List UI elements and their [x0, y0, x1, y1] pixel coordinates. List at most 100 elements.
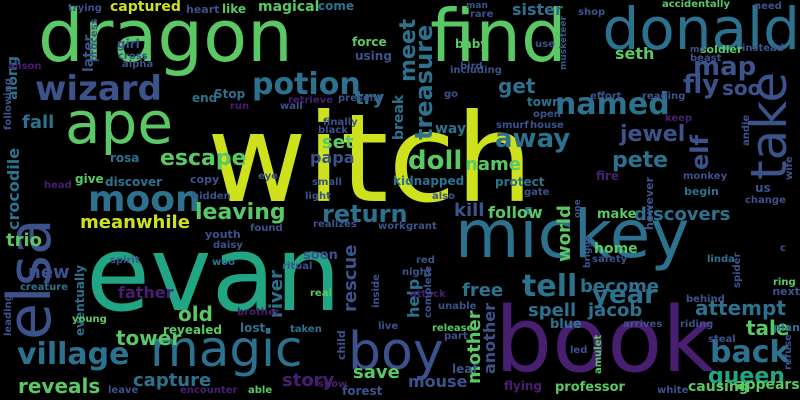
word-captured: captured	[110, 0, 181, 15]
word-work: work	[378, 221, 406, 232]
word-bird: bird	[460, 61, 483, 72]
word-follow: follow	[488, 203, 543, 222]
word-wizard: wizard	[35, 69, 162, 109]
word-eventually: eventually	[73, 264, 87, 336]
word-old: old	[178, 302, 213, 326]
word-doll: doll	[408, 146, 463, 176]
word-force: force	[352, 35, 387, 49]
word-live: live	[378, 321, 399, 332]
word-andie: andie	[741, 114, 752, 146]
word-ring: ring	[773, 277, 796, 288]
word-dragon: dragon	[38, 0, 293, 78]
word-inside: inside	[371, 274, 382, 308]
word-cross: cross	[118, 51, 148, 62]
word-alison: alison	[8, 61, 42, 72]
word-papa: papa	[310, 148, 355, 167]
word-monkey: monkey	[683, 171, 728, 182]
word-part: part	[444, 331, 468, 342]
word-white: white	[657, 385, 689, 396]
word-show: show	[318, 379, 348, 390]
word-end: end	[192, 91, 218, 105]
word-rare: rare	[470, 9, 494, 20]
word-away: away	[495, 124, 571, 154]
word-revealed: revealed	[163, 323, 222, 337]
word-smurf: smurf	[496, 120, 529, 131]
word-attempt: attempt	[695, 296, 786, 320]
word-blue: blue	[550, 317, 582, 332]
word-make: make	[597, 207, 637, 222]
word-jewel: jewel	[620, 122, 686, 147]
word-beast: beast	[690, 53, 722, 64]
word-queen: queen	[708, 364, 785, 389]
word-return: return	[322, 200, 408, 228]
word-release: release	[432, 323, 474, 334]
word-use: use	[535, 39, 555, 50]
word-soon: soon	[303, 248, 338, 263]
word-brother: brother	[237, 307, 280, 318]
word-father: father	[118, 283, 174, 302]
word-accidentally: accidentally	[662, 0, 730, 10]
word-tell: tell	[522, 269, 578, 304]
word-copy: copy	[190, 173, 220, 186]
word-c: c	[780, 243, 786, 254]
word-set: set	[322, 132, 354, 153]
word-name: name	[465, 154, 521, 175]
word-however: however	[643, 176, 656, 230]
word-another: another	[480, 303, 499, 374]
word-safety: safety	[592, 254, 628, 265]
word-leading: leading	[3, 294, 14, 336]
word-man: man	[466, 1, 488, 11]
word-give: give	[75, 172, 104, 186]
word-named: named	[555, 87, 670, 122]
word-tale: tale	[746, 316, 790, 340]
word-shop: shop	[578, 7, 606, 18]
word-arrives: arrives	[623, 319, 663, 330]
word-begin: begin	[684, 185, 719, 198]
word-get: get	[498, 74, 536, 98]
word-creature: creature	[20, 282, 69, 293]
word-also: also	[432, 191, 455, 202]
word-escape: escape	[160, 146, 247, 171]
word-mo: mo	[690, 45, 706, 55]
word-us: us	[755, 181, 771, 195]
word-next: next	[772, 285, 800, 298]
word-found: found	[250, 223, 283, 234]
word-open: open	[533, 109, 561, 120]
word-new: new	[28, 262, 70, 283]
word-spider: spider	[732, 252, 743, 288]
word-house: house	[530, 120, 564, 131]
word-linda: linda	[707, 254, 735, 265]
word-wife: wife	[784, 156, 795, 180]
word-discovers: discovers	[634, 204, 731, 225]
word-boy: boy	[348, 322, 444, 382]
word-donald: donald	[602, 0, 800, 63]
word-trio: trio	[6, 230, 43, 251]
word-run: run	[230, 101, 250, 112]
word-eye: eye	[258, 171, 279, 182]
word-protect: protect	[495, 175, 545, 189]
word-Stop: Stop	[214, 87, 246, 101]
word-free: free	[462, 280, 504, 301]
word-child: child	[335, 330, 348, 360]
word-sister: sister	[512, 0, 563, 19]
word-soldier: soldier	[700, 43, 743, 56]
word-forest: forest	[342, 384, 383, 398]
word-young: young	[72, 314, 107, 325]
word-grant: grant	[406, 221, 437, 232]
word-moon: moon	[88, 179, 201, 220]
word-riding: riding	[680, 319, 714, 330]
word-retrieve: retrieve	[288, 95, 333, 106]
word-youth: youth	[205, 228, 241, 241]
word-trying: trying	[68, 3, 102, 14]
word-ritual: ritual	[282, 261, 313, 272]
word-process: process	[89, 18, 100, 62]
word-crocodile: crocodile	[4, 147, 23, 230]
word-woo: woo	[212, 257, 235, 268]
word-map: map	[693, 52, 757, 82]
word-spell: spell	[528, 300, 577, 321]
word-rosa: rosa	[110, 151, 140, 165]
word-evan: evan	[86, 213, 342, 335]
word-light: light	[305, 191, 331, 202]
word-need: need	[754, 1, 782, 12]
